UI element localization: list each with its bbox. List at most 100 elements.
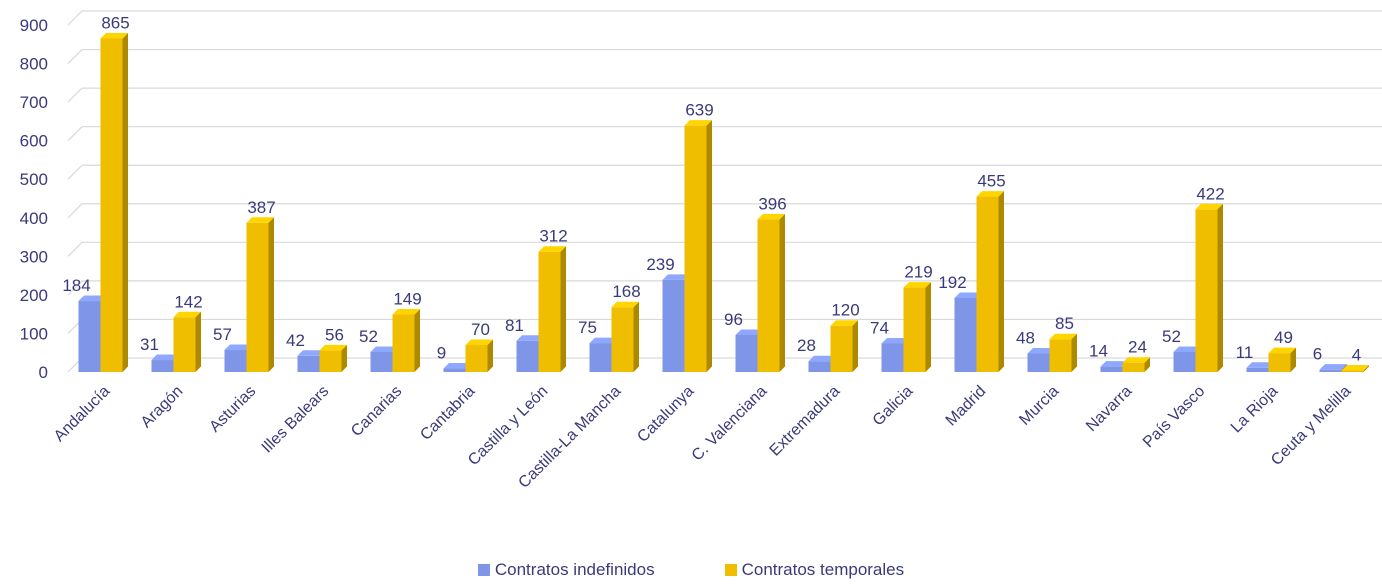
bar-temporales	[684, 120, 712, 372]
grid-line	[67, 203, 1382, 219]
data-label: 52	[359, 327, 378, 346]
legend-item-temporales: Contratos temporales	[724, 560, 905, 580]
grid-lines	[67, 10, 1382, 373]
bar-temporales	[465, 339, 493, 372]
y-tick-label: 600	[20, 132, 48, 151]
data-label: 9	[437, 344, 446, 363]
y-tick-label: 500	[20, 170, 48, 189]
bar-temporales	[757, 213, 785, 372]
data-label: 81	[505, 316, 524, 335]
data-label: 168	[612, 282, 640, 301]
y-axis: 0 100 200 300 400 500 600 700 800 900	[20, 16, 48, 382]
data-label: 57	[213, 325, 232, 344]
bar-temporales	[319, 344, 347, 372]
grid-line	[67, 48, 1382, 64]
x-tick-label: País Vasco	[1140, 383, 1208, 451]
grid-line	[67, 241, 1382, 257]
legend: Contratos indefinidos Contratos temporal…	[0, 560, 1382, 580]
bar-temporales	[1195, 203, 1223, 372]
bar-temporales	[100, 32, 128, 372]
y-tick-label: 400	[20, 209, 48, 228]
bar-temporales	[1049, 333, 1077, 372]
legend-swatch	[477, 564, 490, 576]
data-label: 312	[539, 227, 567, 246]
x-tick-label: Asturias	[206, 383, 259, 436]
bar-temporales	[538, 246, 566, 372]
x-tick-label: Navarra	[1083, 383, 1135, 435]
data-label: 396	[758, 194, 786, 213]
data-label: 24	[1128, 338, 1147, 357]
y-tick-label: 900	[20, 16, 48, 35]
x-tick-label: C. Valenciana	[689, 383, 771, 465]
data-label: 4	[1352, 345, 1361, 364]
grid-line	[67, 126, 1382, 142]
x-tick-label: Extremadura	[767, 383, 844, 460]
x-tick-label: Madrid	[943, 383, 990, 430]
data-label: 31	[140, 335, 159, 354]
bar-temporales	[903, 282, 931, 372]
bar-temporales	[1268, 347, 1296, 372]
x-tick-label: La Rioja	[1228, 383, 1282, 437]
data-label: 149	[393, 290, 421, 309]
x-tick-label: Aragón	[138, 383, 187, 432]
data-label: 142	[174, 292, 202, 311]
data-label: 455	[977, 172, 1005, 191]
x-tick-label: Cantabria	[417, 383, 478, 444]
y-tick-label: 200	[20, 286, 48, 305]
x-tick-label: Catalunya	[634, 383, 697, 446]
data-label: 6	[1313, 345, 1322, 364]
bar-temporales	[830, 320, 858, 372]
bar-temporales	[1122, 357, 1150, 372]
legend-label: Contratos indefinidos	[494, 560, 655, 579]
x-tick-label: Andalucía	[51, 383, 113, 445]
y-tick-label: 700	[20, 93, 48, 112]
grid-line	[67, 10, 1382, 26]
data-label: 49	[1274, 328, 1293, 347]
data-labels: 184 865 31 142 57 387 42 56 52 149 9 70 81 312 75 168 23…	[62, 13, 1361, 364]
y-tick-label: 800	[20, 55, 48, 74]
x-tick-label: Ceuta y Melilla	[1268, 383, 1354, 469]
data-label: 75	[578, 318, 597, 337]
y-tick-label: 300	[20, 247, 48, 266]
bar-temporales	[976, 191, 1004, 372]
data-label: 14	[1089, 342, 1108, 361]
y-tick-label: 0	[39, 363, 48, 382]
x-axis: Andalucía Aragón Asturias Illes Balears Cana…	[51, 383, 1354, 492]
x-tick-label: Murcia	[1016, 383, 1062, 429]
data-label: 865	[101, 13, 129, 32]
data-label: 96	[724, 310, 743, 329]
x-tick-label: Illes Balears	[259, 383, 333, 457]
data-label: 239	[646, 255, 674, 274]
data-label: 387	[247, 198, 275, 217]
grid-line	[67, 280, 1382, 296]
data-label: 11	[1236, 343, 1254, 362]
data-label: 120	[831, 301, 859, 320]
x-tick-label: Galicia	[870, 383, 917, 430]
legend-swatch	[724, 564, 737, 576]
bar-temporales	[1341, 364, 1369, 372]
data-label: 52	[1162, 327, 1181, 346]
legend-label: Contratos temporales	[741, 560, 905, 579]
data-label: 74	[870, 318, 889, 337]
grid-line	[67, 87, 1382, 103]
data-label: 85	[1055, 314, 1074, 333]
data-label: 48	[1016, 328, 1035, 347]
data-label: 42	[286, 331, 305, 350]
bar-temporales	[173, 311, 201, 372]
data-label: 184	[62, 276, 90, 295]
legend-item-indefinidos: Contratos indefinidos	[477, 560, 655, 580]
bar-temporales	[611, 301, 639, 372]
y-tick-label: 100	[20, 324, 48, 343]
x-tick-label: Canarias	[348, 383, 405, 440]
data-label: 28	[797, 336, 816, 355]
data-label: 639	[685, 101, 713, 120]
data-label: 219	[904, 263, 932, 282]
bar-temporales	[392, 309, 420, 372]
data-label: 422	[1196, 184, 1224, 203]
bars	[78, 32, 1369, 372]
bar-temporales	[246, 217, 274, 372]
data-label: 70	[471, 320, 490, 339]
grid-line	[67, 164, 1382, 180]
data-label: 192	[938, 273, 966, 292]
